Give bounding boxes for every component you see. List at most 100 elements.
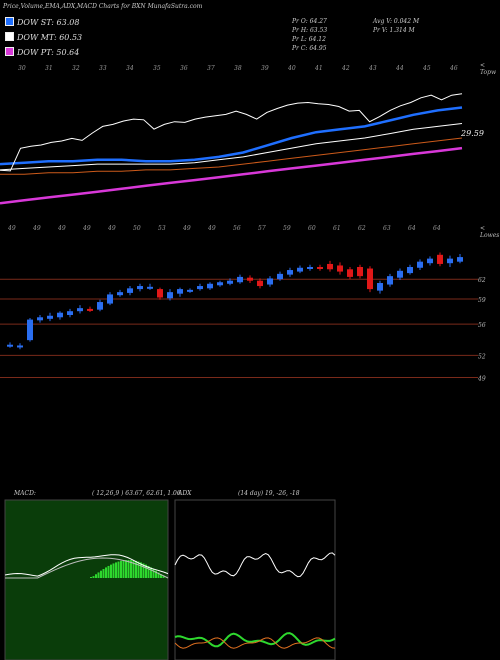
- minus-di-line: [174, 637, 336, 649]
- chart-title: Price,Volume,EMA,ADX,MACD Charts for BXN…: [3, 3, 203, 10]
- candle-body: [57, 312, 63, 318]
- date-label-top: 32: [72, 65, 80, 72]
- candle-body: [87, 308, 93, 311]
- date-label-top: 36: [180, 65, 188, 72]
- candle-body: [137, 286, 143, 290]
- ema-line: [0, 123, 463, 171]
- price-tick-label: 49: [477, 375, 486, 382]
- candle-body: [437, 254, 443, 264]
- date-label-top: 43: [368, 65, 377, 72]
- candle-body: [247, 277, 253, 281]
- candle-body: [147, 286, 153, 289]
- date-label-top: 39: [261, 65, 269, 72]
- date-label-mid: 49: [182, 225, 191, 232]
- candle-body: [77, 308, 83, 312]
- macd-histogram-bar: [107, 565, 110, 578]
- macd-histogram-bar: [112, 563, 115, 578]
- candle-body: [167, 292, 173, 299]
- candle-body: [417, 261, 423, 268]
- candle-body: [197, 286, 203, 290]
- candle-body: [307, 267, 313, 269]
- date-label-mid: 61: [333, 225, 341, 232]
- candle-body: [37, 317, 43, 321]
- macd-line: [4, 554, 169, 577]
- macd-histogram-bar: [150, 567, 152, 578]
- date-label-top: 35: [153, 65, 161, 72]
- date-label-top: 40: [287, 65, 296, 72]
- date-label-mid: 59: [283, 225, 291, 232]
- candle-body: [17, 345, 23, 348]
- candle-body: [297, 267, 303, 272]
- price-tick-label: 59: [478, 297, 486, 304]
- date-label-mid: 50: [133, 225, 141, 232]
- macd-label: MACD:: [14, 490, 36, 497]
- stat-volume: Pr V: 1.314 M: [373, 27, 415, 34]
- macd-histogram-bar: [102, 569, 105, 578]
- candle-body: [187, 289, 193, 292]
- macd-histogram-bar: [122, 560, 125, 578]
- candle-body: [407, 267, 413, 274]
- price-tick-label: 52: [478, 353, 486, 360]
- date-label-mid: 49: [7, 225, 16, 232]
- date-label-mid: 57: [258, 225, 266, 232]
- candle-body: [7, 344, 13, 347]
- macd-histogram-bar: [145, 564, 147, 578]
- stat-high: Pr H: 63.53: [292, 27, 328, 34]
- candle-body: [377, 283, 383, 291]
- candle-body: [27, 319, 33, 341]
- candle-body: [347, 269, 353, 277]
- macd-histogram-bar: [157, 572, 160, 578]
- macd-params: ( 12,26,9 ) 63.67, 62.61, 1.06: [92, 490, 181, 497]
- date-label-mid: 49: [82, 225, 91, 232]
- signal-line: [5, 557, 169, 579]
- macd-histogram-bar: [140, 562, 142, 578]
- price-tick-label: 56: [478, 322, 486, 329]
- candle-body: [127, 288, 133, 293]
- macd-histogram-bar: [100, 570, 102, 578]
- candle-body: [357, 267, 363, 277]
- date-label-mid: 49: [107, 225, 116, 232]
- date-label-top: 30: [18, 65, 26, 72]
- ema-value-label: 29.59: [461, 129, 484, 138]
- stat-open: Pr O: 64.27: [292, 18, 327, 25]
- candle-body: [387, 276, 393, 285]
- close-price-line: [0, 93, 463, 172]
- date-label-mid: 64: [408, 225, 416, 232]
- macd-histogram-bar: [127, 560, 130, 578]
- date-label-top: 42: [341, 65, 350, 72]
- date-label-top: 38: [234, 65, 242, 72]
- macd-histogram-bar: [155, 570, 157, 578]
- date-label-top: 46: [449, 65, 458, 72]
- candle-body: [447, 258, 453, 264]
- date-label-mid: 53: [158, 225, 166, 232]
- date-label-mid: 60: [308, 225, 316, 232]
- macd-histogram-bar: [97, 572, 100, 578]
- macd-histogram-bar: [162, 576, 165, 578]
- legend-swatch-pt: [5, 47, 14, 56]
- macd-histogram-bar: [110, 564, 112, 578]
- macd-histogram-bar: [132, 560, 135, 578]
- date-label-mid: 49: [57, 225, 66, 232]
- candle-body: [457, 257, 463, 262]
- stat-close: Pr C: 64.95: [292, 45, 327, 52]
- legend-swatch-st: [5, 17, 14, 26]
- macd-histogram-bar: [125, 560, 127, 578]
- candle-body: [317, 267, 323, 269]
- ema-line: [0, 146, 463, 205]
- macd-histogram-bar: [160, 574, 162, 578]
- candle-body: [277, 273, 283, 280]
- date-label-mid: 56: [233, 225, 241, 232]
- macd-histogram-bar: [117, 561, 120, 578]
- macd-histogram-bar: [90, 577, 92, 578]
- macd-histogram-bar: [142, 563, 145, 578]
- candle-body: [117, 292, 123, 296]
- candle-body: [217, 282, 223, 286]
- candle-body: [227, 280, 233, 284]
- candle-body: [67, 311, 73, 315]
- ema-line: [0, 137, 463, 175]
- macd-histogram-bar: [115, 562, 117, 578]
- macd-histogram-bar: [137, 561, 140, 578]
- date-label-top: 37: [207, 65, 215, 72]
- macd-histogram-bar: [120, 560, 122, 578]
- top-panel-label: < Topw: [480, 62, 497, 76]
